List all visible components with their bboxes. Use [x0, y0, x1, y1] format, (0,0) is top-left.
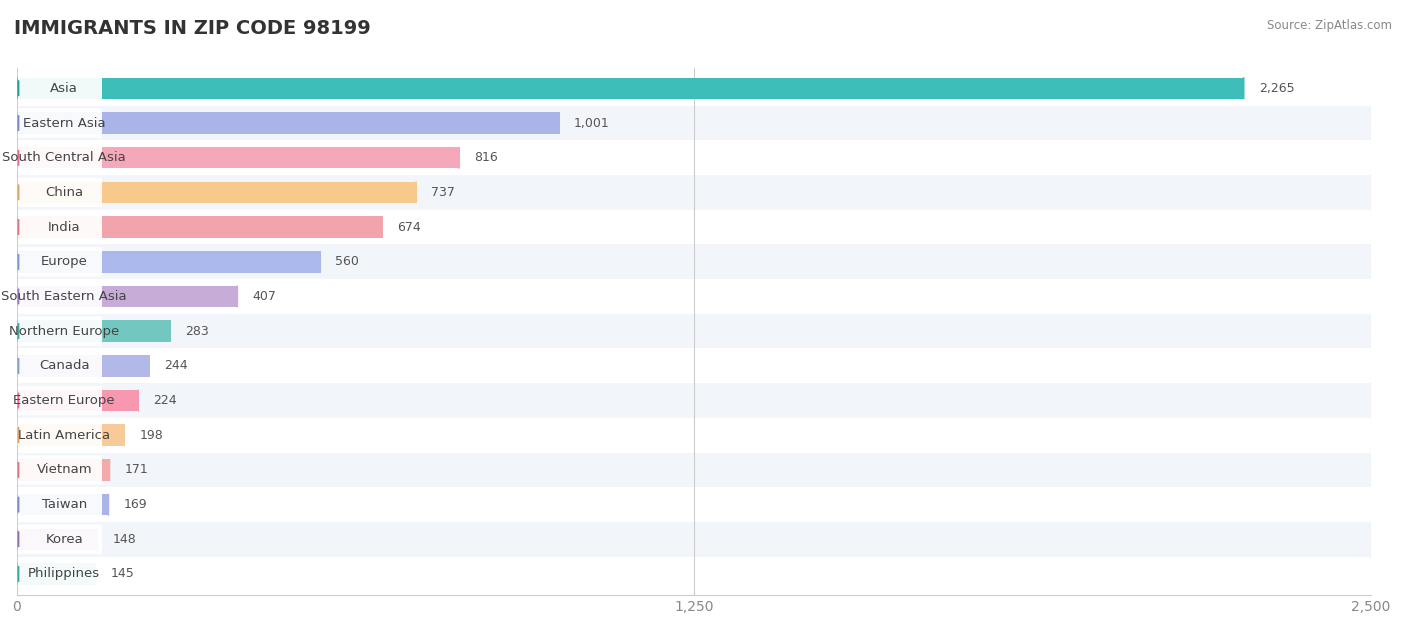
Text: 2,265: 2,265	[1258, 82, 1295, 95]
Text: China: China	[45, 186, 83, 199]
Bar	[17, 78, 1243, 99]
Text: 198: 198	[139, 429, 163, 442]
Bar	[17, 424, 124, 446]
FancyBboxPatch shape	[18, 247, 103, 276]
Bar	[17, 390, 138, 412]
FancyBboxPatch shape	[18, 177, 103, 207]
FancyBboxPatch shape	[18, 421, 103, 450]
Bar	[17, 383, 1371, 418]
Bar	[17, 244, 1371, 279]
Text: Asia: Asia	[51, 82, 79, 95]
Bar	[17, 216, 382, 238]
Text: 407: 407	[253, 290, 277, 303]
Text: 816: 816	[474, 151, 498, 164]
Text: 145: 145	[111, 568, 135, 581]
Text: 171: 171	[125, 464, 149, 476]
FancyBboxPatch shape	[18, 109, 103, 138]
FancyBboxPatch shape	[18, 386, 103, 415]
Bar	[17, 113, 560, 134]
Bar	[17, 557, 1371, 592]
Text: Vietnam: Vietnam	[37, 464, 91, 476]
Text: IMMIGRANTS IN ZIP CODE 98199: IMMIGRANTS IN ZIP CODE 98199	[14, 19, 371, 39]
Bar	[17, 320, 170, 342]
Text: Taiwan: Taiwan	[42, 498, 87, 511]
FancyBboxPatch shape	[18, 282, 103, 311]
Text: South Central Asia: South Central Asia	[3, 151, 127, 164]
Bar	[17, 355, 149, 377]
Text: 283: 283	[186, 325, 209, 338]
Text: Northern Europe: Northern Europe	[8, 325, 120, 338]
Text: Europe: Europe	[41, 255, 87, 268]
Text: Source: ZipAtlas.com: Source: ZipAtlas.com	[1267, 19, 1392, 32]
Text: 169: 169	[124, 498, 148, 511]
Text: Korea: Korea	[45, 533, 83, 546]
FancyBboxPatch shape	[18, 74, 103, 103]
Text: 674: 674	[396, 221, 420, 233]
FancyBboxPatch shape	[18, 455, 103, 485]
Bar	[17, 210, 1371, 244]
Text: 737: 737	[432, 186, 456, 199]
Text: Philippines: Philippines	[28, 568, 100, 581]
Bar	[17, 522, 1371, 557]
Bar	[17, 279, 1371, 314]
Text: 560: 560	[335, 255, 359, 268]
Text: Latin America: Latin America	[18, 429, 110, 442]
FancyBboxPatch shape	[18, 559, 103, 588]
Bar	[17, 175, 1371, 210]
Bar	[17, 487, 1371, 522]
Bar	[17, 147, 458, 168]
Bar	[17, 418, 1371, 453]
Bar	[17, 181, 416, 203]
Text: 244: 244	[165, 359, 188, 372]
Bar	[17, 285, 238, 307]
FancyBboxPatch shape	[18, 525, 103, 554]
Text: 224: 224	[153, 394, 177, 407]
Bar	[17, 140, 1371, 175]
Text: India: India	[48, 221, 80, 233]
Bar	[17, 105, 1371, 140]
Bar	[17, 71, 1371, 105]
Text: South Eastern Asia: South Eastern Asia	[1, 290, 127, 303]
Text: Canada: Canada	[39, 359, 90, 372]
FancyBboxPatch shape	[18, 351, 103, 381]
Bar	[17, 529, 97, 550]
Text: Eastern Europe: Eastern Europe	[14, 394, 115, 407]
Bar	[17, 251, 321, 273]
Text: 148: 148	[112, 533, 136, 546]
Bar	[17, 453, 1371, 487]
Bar	[17, 563, 96, 584]
Bar	[17, 494, 108, 515]
Bar	[17, 459, 110, 481]
Bar	[17, 349, 1371, 383]
Bar	[17, 314, 1371, 349]
FancyBboxPatch shape	[18, 143, 103, 172]
FancyBboxPatch shape	[18, 212, 103, 242]
Text: 1,001: 1,001	[574, 116, 610, 129]
FancyBboxPatch shape	[18, 316, 103, 346]
FancyBboxPatch shape	[18, 490, 103, 519]
Text: Eastern Asia: Eastern Asia	[22, 116, 105, 129]
